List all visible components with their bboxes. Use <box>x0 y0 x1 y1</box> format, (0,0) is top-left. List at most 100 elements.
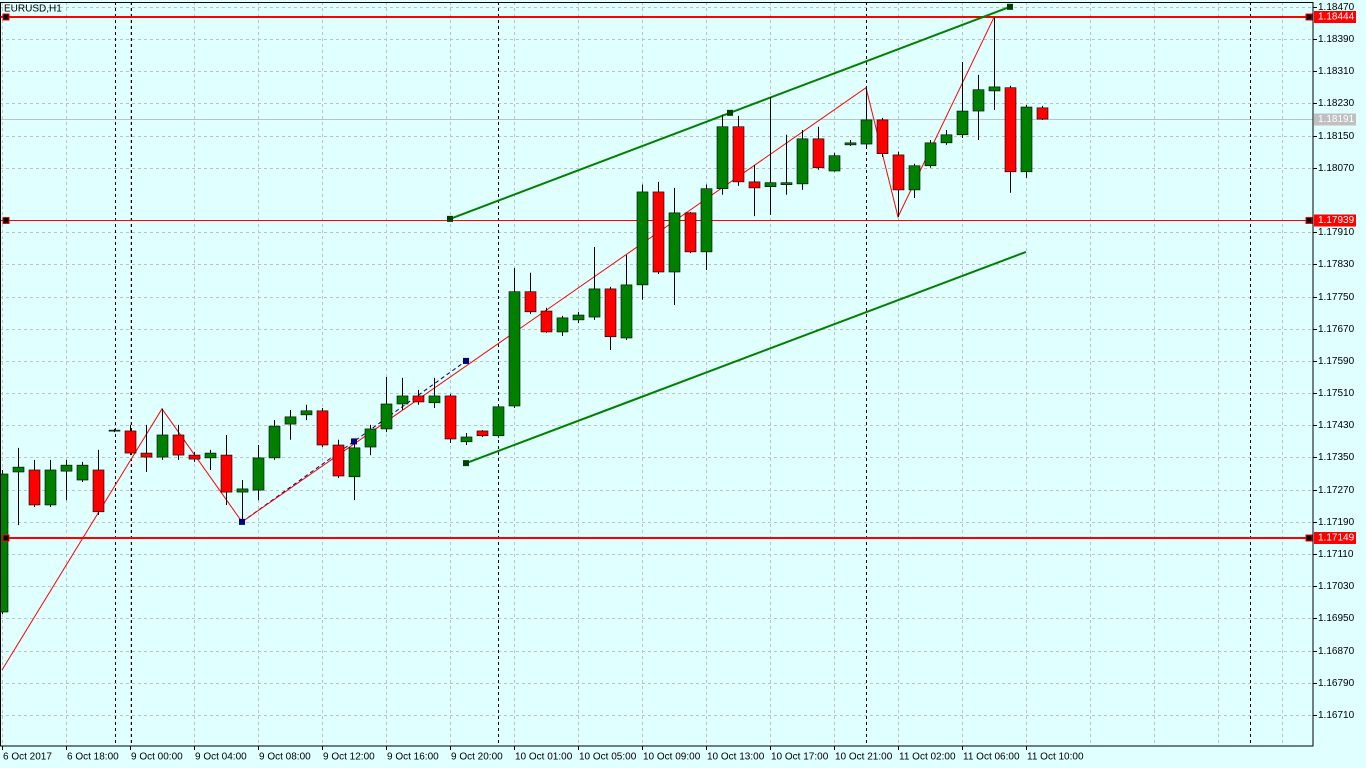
y-tick-label: 1.17830 <box>1318 259 1355 270</box>
trendline <box>465 250 1027 465</box>
y-tick-label: 1.17430 <box>1318 420 1355 431</box>
level-handle <box>2 13 10 21</box>
candle-body <box>764 182 777 187</box>
candle-body <box>188 454 201 460</box>
chart-title: EURUSD,H1 <box>4 4 62 15</box>
candle-body <box>124 430 137 454</box>
trendline-handle <box>463 357 469 364</box>
candle-body <box>460 436 473 443</box>
level-label: 1.17939 <box>1318 215 1355 226</box>
y-tick-label: 1.16790 <box>1318 678 1355 689</box>
trendline-handle <box>727 109 733 116</box>
level-handle <box>2 217 10 224</box>
candle-body <box>732 126 745 183</box>
candle-body <box>860 119 873 145</box>
candle-body <box>556 317 569 333</box>
candle-body <box>140 452 153 458</box>
y-tick-label: 1.17270 <box>1318 485 1355 496</box>
candle-body <box>268 425 281 459</box>
candle-body <box>956 110 969 136</box>
candle-body <box>396 395 409 405</box>
bid-label-box <box>1314 113 1356 126</box>
y-tick-label: 1.17350 <box>1318 452 1355 463</box>
y-tick-label: 1.17590 <box>1318 356 1355 367</box>
x-tick-label: 9 Oct 12:00 <box>323 752 375 763</box>
trendline-handle <box>351 438 357 445</box>
level-handle <box>1305 13 1313 21</box>
candle-body <box>364 428 377 448</box>
candle-body <box>524 291 537 313</box>
x-tick-label: 9 Oct 08:00 <box>259 752 311 763</box>
level-handle <box>2 534 10 542</box>
candle-body <box>348 447 361 478</box>
trendline-handle <box>463 460 469 467</box>
level-label: 1.17149 <box>1318 533 1355 544</box>
candle-body <box>172 434 185 456</box>
x-tick-label: 10 Oct 05:00 <box>579 752 637 763</box>
candle-body <box>572 314 585 321</box>
candle-body <box>700 188 713 253</box>
y-tick-label: 1.18230 <box>1318 98 1355 109</box>
x-tick-label: 10 Oct 09:00 <box>643 752 701 763</box>
x-tick-label: 11 Oct 10:00 <box>1027 752 1084 763</box>
level-label-box <box>1314 11 1356 23</box>
candle-body <box>940 134 953 144</box>
level-label-box <box>1314 532 1356 544</box>
candle-body <box>844 142 857 146</box>
y-tick-label: 1.17750 <box>1318 292 1355 303</box>
x-tick-label: 9 Oct 04:00 <box>195 752 247 763</box>
trendline-handle <box>239 518 245 525</box>
candle-body <box>108 429 121 432</box>
candle-body <box>716 126 729 190</box>
candle-body <box>796 138 809 185</box>
level-label-box <box>1314 214 1356 227</box>
grid <box>0 2 1313 746</box>
candle-body <box>652 191 665 273</box>
candle-body <box>892 154 905 191</box>
candle-body <box>604 288 617 338</box>
candle-body <box>444 395 457 440</box>
candle-body <box>300 410 313 416</box>
x-tick-label: 9 Oct 20:00 <box>451 752 503 763</box>
x-tick-label: 6 Oct 2017 <box>3 752 52 763</box>
candle-body <box>28 469 41 506</box>
candle-body <box>1020 106 1033 173</box>
x-tick-label: 9 Oct 16:00 <box>387 752 439 763</box>
y-tick-label: 1.18070 <box>1318 163 1355 174</box>
y-tick-label: 1.18470 <box>1318 2 1355 13</box>
period-separators <box>115 2 1251 746</box>
candle-body <box>476 430 489 437</box>
y-tick-label: 1.17110 <box>1318 549 1354 560</box>
trendline-handle <box>447 215 453 222</box>
candle-body <box>76 464 89 481</box>
candle-body <box>668 212 681 273</box>
candle-body <box>988 86 1001 92</box>
candle-body <box>620 284 633 339</box>
y-tick-label: 1.17510 <box>1318 388 1355 399</box>
x-tick-label: 10 Oct 21:00 <box>835 752 893 763</box>
candles <box>0 17 1049 615</box>
level-handle <box>1305 217 1313 224</box>
trendline-handle <box>1007 3 1013 10</box>
candle-body <box>12 466 25 473</box>
candle-body <box>60 464 73 472</box>
x-tick-label: 11 Oct 02:00 <box>899 752 956 763</box>
candle-body <box>636 191 649 286</box>
candle-body <box>44 469 57 506</box>
candle-body <box>1036 107 1049 120</box>
y-tick-label: 1.16710 <box>1318 710 1355 721</box>
candle-body <box>924 142 937 167</box>
candle-body <box>156 434 169 458</box>
candle-body <box>220 454 233 493</box>
candle-body <box>684 212 697 253</box>
y-tick-label: 1.18310 <box>1318 66 1355 77</box>
candle-body <box>412 395 425 403</box>
candle-body <box>812 138 825 169</box>
y-tick-label: 1.17030 <box>1318 581 1355 592</box>
candle-body <box>780 182 793 185</box>
candle-body <box>332 444 345 477</box>
